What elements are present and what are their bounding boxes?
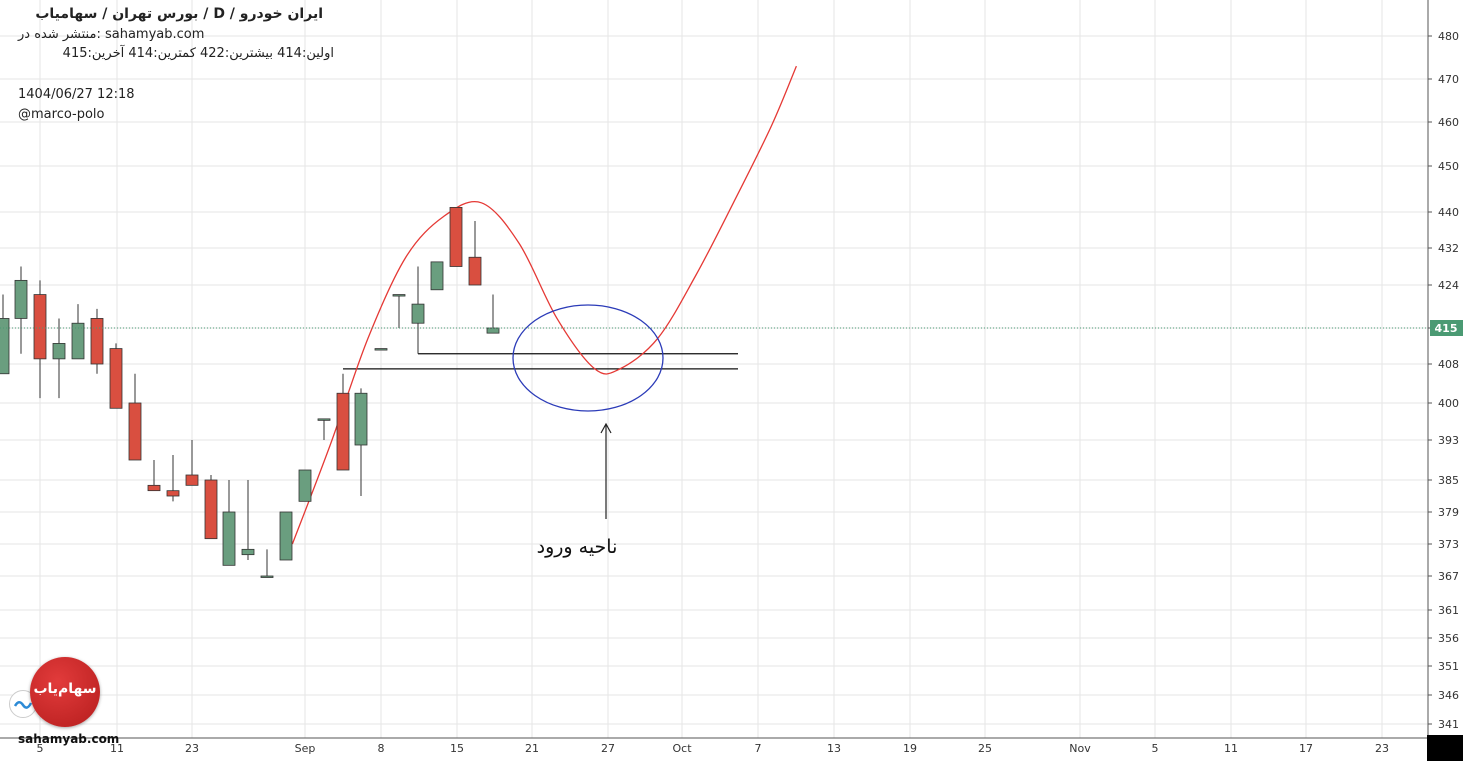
- site-footer[interactable]: sahamyab.com: [18, 732, 120, 746]
- price-tick-label: 393: [1438, 434, 1459, 447]
- time-tick-label: 8: [378, 742, 385, 755]
- candle-body: [279, 511, 293, 561]
- candle-body: [449, 206, 463, 267]
- last-price-label: 415: [1435, 322, 1458, 335]
- price-tick-label: 341: [1438, 718, 1459, 731]
- price-tick-label: 361: [1438, 604, 1459, 617]
- sahamyab-logo: سهام‌یاب: [30, 657, 100, 727]
- candle-body: [71, 322, 85, 360]
- candle-body: [336, 392, 350, 471]
- last-price-badge: [1430, 320, 1463, 336]
- candle-body: [185, 474, 199, 486]
- chart-title: ایران خودرو / D / بورس تهران / سهامیاب: [35, 6, 323, 22]
- time-tick-label: 21: [525, 742, 539, 755]
- candle-body: [317, 418, 331, 421]
- logo-text: سهام‌یاب: [33, 681, 97, 697]
- published-on: منتشر شده در: sahamyab.com: [18, 27, 205, 42]
- price-tick-label: 367: [1438, 570, 1459, 583]
- candle-body: [430, 261, 444, 291]
- candle-body: [260, 575, 274, 578]
- time-tick-label: 27: [601, 742, 615, 755]
- candle-body: [222, 511, 236, 566]
- candle-body: [392, 294, 406, 297]
- entry-zone-ellipse: [512, 304, 664, 412]
- time-tick-label: 15: [450, 742, 464, 755]
- price-tick-label: 351: [1438, 660, 1459, 673]
- candle-body: [0, 318, 10, 375]
- candle-body: [52, 343, 66, 360]
- axis-corner: [1427, 735, 1463, 761]
- price-tick-label: 408: [1438, 358, 1459, 371]
- time-tick-label: 5: [37, 742, 44, 755]
- candle-body: [298, 469, 312, 502]
- entry-zone-label: ناحیه ورود: [537, 536, 618, 558]
- entry-zone: [512, 304, 664, 519]
- arrow-head: [600, 422, 612, 434]
- candle-body: [128, 402, 142, 461]
- candle-body: [33, 294, 47, 360]
- time-tick-label: Sep: [295, 742, 316, 755]
- price-tick-label: 379: [1438, 506, 1459, 519]
- ohlc-readout: اولین:414 بیشترین:422 کمترین:414 آخرین:4…: [62, 46, 334, 61]
- author-handle: @marco-polo: [18, 107, 105, 122]
- price-tick-label: 424: [1438, 279, 1459, 292]
- time-tick-label: 13: [827, 742, 841, 755]
- price-tick-label: 356: [1438, 632, 1459, 645]
- price-tick-label: 450: [1438, 160, 1459, 173]
- price-tick-label: 373: [1438, 538, 1459, 551]
- time-tick-label: Nov: [1069, 742, 1091, 755]
- price-tick-label: 460: [1438, 116, 1459, 129]
- candle-body: [354, 392, 368, 446]
- candle-body: [241, 548, 255, 556]
- time-axis[interactable]: 5 11 23 Sep 8 15 21 27 Oct 7 13 19 25 Nov 5 11 17 23: [0, 737, 1428, 755]
- candle-body: [374, 348, 388, 351]
- candle-body: [14, 279, 28, 319]
- price-tick-label: 385: [1438, 474, 1459, 487]
- candle-body: [147, 484, 161, 492]
- time-tick-label: 17: [1299, 742, 1313, 755]
- price-tick-label: 470: [1438, 73, 1459, 86]
- time-tick-label: 23: [185, 742, 199, 755]
- candlesticks: [0, 206, 500, 578]
- price-tick-label: 432: [1438, 242, 1459, 255]
- projected-path: [291, 65, 797, 545]
- price-tick-label: 480: [1438, 30, 1459, 43]
- candle-body: [486, 327, 500, 334]
- candle-body: [109, 348, 123, 409]
- time-tick-label: 11: [110, 742, 124, 755]
- publish-datetime: 1404/06/27 12:18: [18, 87, 135, 102]
- candle-body: [204, 479, 218, 540]
- time-tick-label: 11: [1224, 742, 1238, 755]
- candle-body: [90, 318, 104, 365]
- candle-body: [166, 490, 180, 497]
- price-tick-label: 400: [1438, 397, 1459, 410]
- time-tick-label: 23: [1375, 742, 1389, 755]
- candle-body: [411, 303, 425, 324]
- price-tick-label: 440: [1438, 206, 1459, 219]
- time-tick-label: 7: [755, 742, 762, 755]
- support-levels: [343, 353, 738, 370]
- time-tick-label: Oct: [672, 742, 692, 755]
- time-tick-label: 5: [1152, 742, 1159, 755]
- time-tick-label: 25: [978, 742, 992, 755]
- time-tick-label: 19: [903, 742, 917, 755]
- candle-body: [468, 256, 482, 286]
- projection-curve: [291, 65, 797, 545]
- price-tick-label: 346: [1438, 689, 1459, 702]
